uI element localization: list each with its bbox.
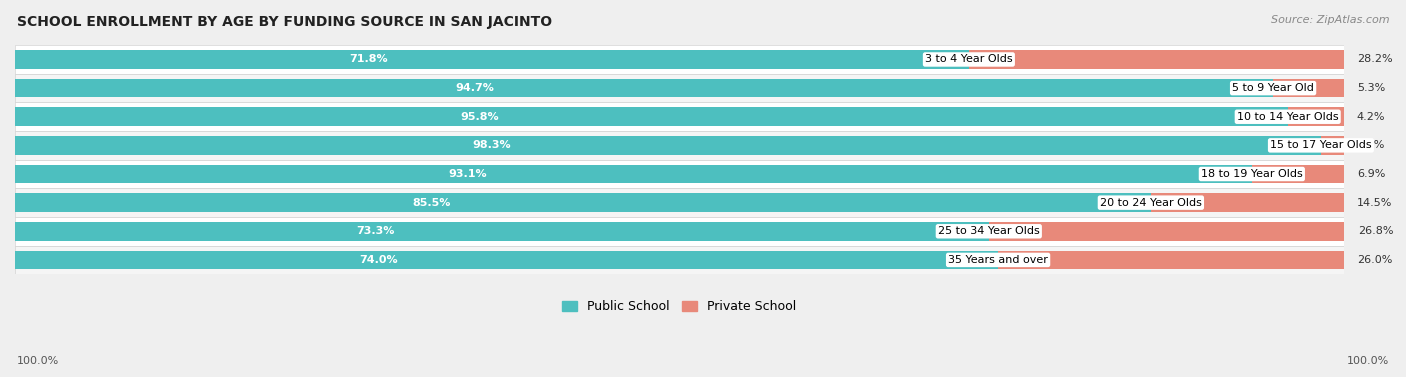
Text: 10 to 14 Year Olds: 10 to 14 Year Olds [1237, 112, 1339, 122]
Text: 4.2%: 4.2% [1357, 112, 1385, 122]
Text: 1.7%: 1.7% [1357, 140, 1385, 150]
Bar [15, 50, 969, 69]
Text: SCHOOL ENROLLMENT BY AGE BY FUNDING SOURCE IN SAN JACINTO: SCHOOL ENROLLMENT BY AGE BY FUNDING SOUR… [17, 15, 553, 29]
Text: 15 to 17 Year Olds: 15 to 17 Year Olds [1270, 140, 1372, 150]
Text: 94.7%: 94.7% [456, 83, 495, 93]
Bar [988, 222, 1346, 241]
Text: 14.5%: 14.5% [1357, 198, 1392, 208]
Bar [1288, 107, 1344, 126]
Bar [15, 188, 1344, 217]
Bar [15, 217, 1344, 245]
Text: 26.8%: 26.8% [1358, 226, 1393, 236]
Bar [998, 251, 1344, 269]
Text: 5.3%: 5.3% [1357, 83, 1385, 93]
Bar [15, 74, 1344, 103]
Text: Source: ZipAtlas.com: Source: ZipAtlas.com [1271, 15, 1389, 25]
Legend: Public School, Private School: Public School, Private School [557, 295, 801, 318]
Text: 5 to 9 Year Old: 5 to 9 Year Old [1232, 83, 1315, 93]
Bar [15, 79, 1272, 97]
Bar [15, 160, 1344, 188]
Bar [15, 103, 1344, 131]
Text: 6.9%: 6.9% [1357, 169, 1385, 179]
Text: 28.2%: 28.2% [1357, 55, 1392, 64]
Text: 26.0%: 26.0% [1357, 255, 1392, 265]
Text: 73.3%: 73.3% [356, 226, 394, 236]
Text: 20 to 24 Year Olds: 20 to 24 Year Olds [1099, 198, 1202, 208]
Bar [1320, 136, 1344, 155]
Bar [1251, 165, 1344, 183]
Text: 93.1%: 93.1% [449, 169, 486, 179]
Text: 100.0%: 100.0% [1347, 356, 1389, 366]
Text: 18 to 19 Year Olds: 18 to 19 Year Olds [1201, 169, 1303, 179]
Bar [15, 107, 1288, 126]
Bar [15, 136, 1320, 155]
Text: 100.0%: 100.0% [17, 356, 59, 366]
Text: 95.8%: 95.8% [460, 112, 499, 122]
Text: 25 to 34 Year Olds: 25 to 34 Year Olds [938, 226, 1039, 236]
Bar [969, 50, 1344, 69]
Bar [1272, 79, 1344, 97]
Bar [15, 131, 1344, 160]
Bar [15, 45, 1344, 74]
Text: 74.0%: 74.0% [359, 255, 398, 265]
Bar [15, 251, 998, 269]
Text: 85.5%: 85.5% [412, 198, 451, 208]
Text: 98.3%: 98.3% [472, 140, 510, 150]
Bar [15, 193, 1152, 212]
Text: 3 to 4 Year Olds: 3 to 4 Year Olds [925, 55, 1012, 64]
Bar [15, 222, 988, 241]
Bar [15, 165, 1251, 183]
Text: 35 Years and over: 35 Years and over [948, 255, 1047, 265]
Bar [1152, 193, 1344, 212]
Text: 71.8%: 71.8% [349, 55, 388, 64]
Bar [15, 245, 1344, 274]
